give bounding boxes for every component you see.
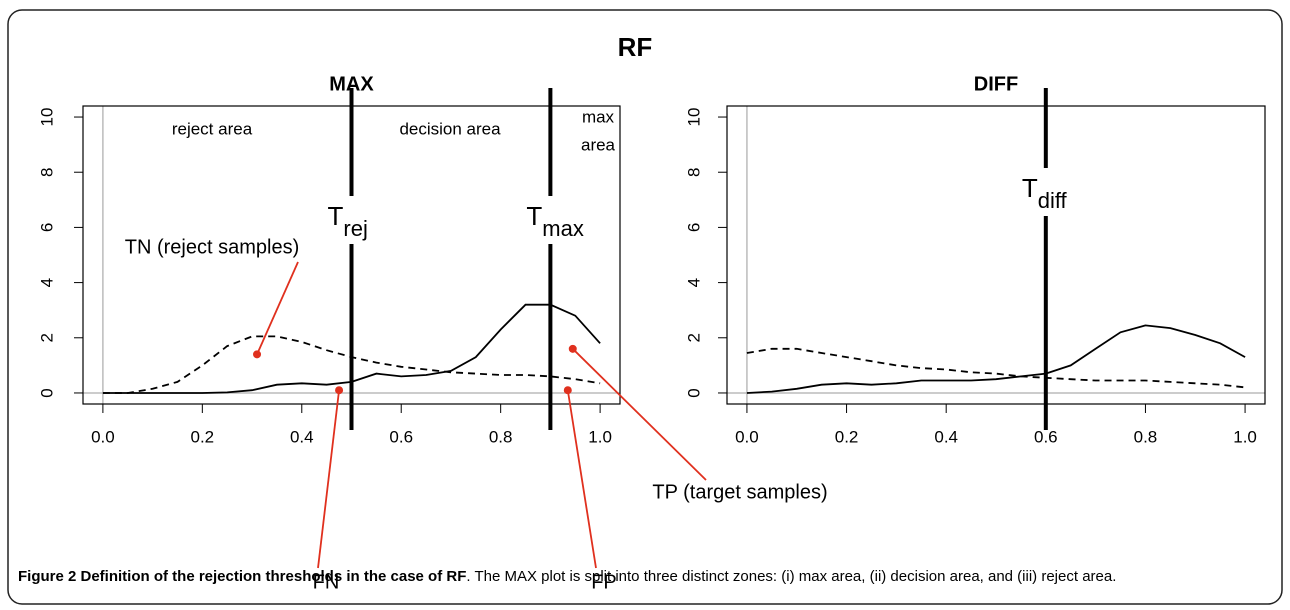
threshold-symbol: T: [1022, 173, 1038, 203]
annotation-arrow: [317, 390, 340, 569]
annotation-label: TP (target samples): [652, 481, 827, 503]
threshold-subscript: max: [542, 216, 584, 241]
annotation-arrow: [572, 348, 707, 481]
annotation-label: TN (reject samples): [125, 236, 299, 258]
chart-title: DIFF: [974, 73, 1018, 95]
x-tick-label: 0.0: [735, 427, 759, 446]
y-tick-label: 6: [684, 223, 703, 232]
annotation-label: FP: [591, 571, 617, 593]
x-tick-label: 0.6: [1034, 427, 1058, 446]
x-tick-label: 0.6: [389, 427, 413, 446]
threshold-label-bg: [524, 196, 583, 244]
annotation-dot: [253, 350, 262, 359]
annotation-label: FN: [313, 571, 340, 593]
figure-border: [7, 9, 1283, 605]
series-line: [746, 324, 1246, 394]
annotation-arrow: [566, 390, 597, 569]
y-tick-label: 0: [37, 388, 56, 397]
y-tick-label: 8: [37, 167, 56, 176]
chart-title: MAX: [329, 73, 374, 95]
threshold-symbol: T: [526, 201, 542, 231]
threshold-label: Trej: [328, 201, 368, 241]
x-tick-label: 0.4: [934, 427, 958, 446]
annotation-dot: [563, 386, 572, 395]
x-tick-label: 0.8: [489, 427, 513, 446]
threshold-label: Tmax: [526, 201, 583, 241]
series-line: [746, 347, 1246, 389]
caption-bold: Figure 2 Definition of the rejection thr…: [18, 568, 467, 585]
y-tick-label: 6: [37, 223, 56, 232]
annotation-dot: [335, 386, 344, 395]
x-tick-label: 0.0: [91, 427, 115, 446]
region-label: decision area: [399, 119, 501, 138]
x-tick-label: 0.2: [835, 427, 859, 446]
y-tick-label: 10: [684, 108, 703, 127]
threshold-label-bg: [325, 196, 384, 244]
region-label: max: [582, 107, 615, 126]
y-tick-label: 2: [37, 333, 56, 342]
threshold-subscript: rej: [343, 216, 367, 241]
annotation-arrow: [256, 261, 299, 355]
x-tick-label: 0.2: [191, 427, 215, 446]
y-tick-label: 8: [684, 167, 703, 176]
caption-text: . The MAX plot is split into three disti…: [466, 568, 1117, 585]
region-label: reject area: [172, 119, 253, 138]
y-tick-label: 4: [684, 278, 703, 287]
x-tick-label: 1.0: [588, 427, 612, 446]
threshold-subscript: diff: [1038, 188, 1068, 213]
x-tick-label: 0.8: [1134, 427, 1158, 446]
caption: Figure 2 Definition of the rejection thr…: [18, 566, 1274, 588]
threshold-label-bg: [1019, 168, 1078, 216]
threshold-symbol: T: [328, 201, 344, 231]
y-tick-label: 2: [684, 333, 703, 342]
x-tick-label: 0.4: [290, 427, 314, 446]
y-tick-label: 10: [37, 108, 56, 127]
y-tick-label: 0: [684, 388, 703, 397]
suptitle: RF: [618, 32, 653, 62]
plot-frame: [726, 105, 1266, 405]
threshold-label: Tdiff: [1022, 173, 1068, 213]
region-label: area: [581, 135, 616, 154]
annotation-dot: [568, 344, 577, 353]
x-tick-label: 1.0: [1233, 427, 1257, 446]
y-tick-label: 4: [37, 278, 56, 287]
